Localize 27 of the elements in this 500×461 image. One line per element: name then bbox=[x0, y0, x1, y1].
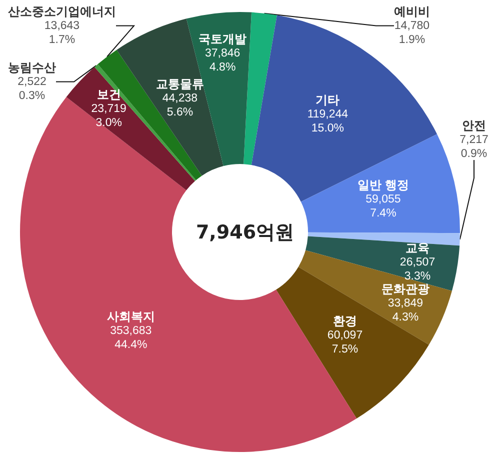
slice-label: 안전 bbox=[462, 118, 486, 132]
slice-label: 산소중소기업에너지 bbox=[8, 4, 116, 18]
slice-label: 국토개발 bbox=[198, 32, 247, 46]
data-label: 119,244 15.0% bbox=[307, 108, 349, 135]
slice-label: 교통물류 bbox=[156, 76, 204, 91]
slice-label: 기타 bbox=[316, 93, 340, 108]
data-label: 23,719 3.0% bbox=[91, 103, 126, 130]
data-label: 7,217 0.9% bbox=[460, 134, 488, 160]
slice-label: 농림수산 bbox=[8, 60, 56, 74]
data-label: 2,522 0.3% bbox=[18, 76, 46, 102]
slice-label: 환경 bbox=[333, 314, 358, 328]
data-label: 59,055 7.4% bbox=[366, 193, 401, 220]
slice-label: 교육 bbox=[406, 240, 430, 255]
data-label: 26,507 3.3% bbox=[400, 256, 436, 282]
text: 7,946억원 bbox=[196, 222, 294, 244]
data-label: 13,643 1.7% bbox=[44, 20, 80, 46]
data-label: 37,846 4.8% bbox=[204, 47, 240, 74]
slice-label: 일반 행정 bbox=[358, 178, 409, 192]
data-label: 14,780 1.9% bbox=[394, 20, 430, 46]
slice-label: 예비비 bbox=[394, 4, 430, 18]
slice-label: 문화관광 bbox=[381, 282, 430, 296]
data-label: 353,683 44.4% bbox=[110, 325, 152, 351]
slice-label: 보건 bbox=[96, 88, 121, 102]
slice-label: 사회복지 bbox=[106, 310, 155, 324]
data-label: 44,238 5.6% bbox=[162, 92, 198, 118]
data-label: 33,849 4.3% bbox=[388, 297, 424, 324]
data-label: 60,097 7.5% bbox=[327, 329, 363, 356]
